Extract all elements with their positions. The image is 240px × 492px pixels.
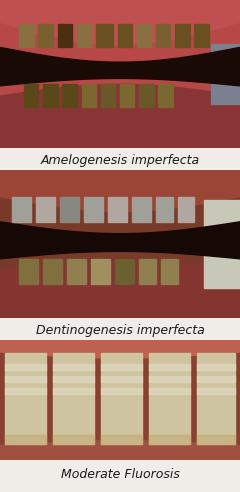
Bar [197,435,235,444]
Bar [53,353,94,444]
Bar [101,364,142,370]
Bar [194,24,209,47]
Bar [96,24,113,47]
Text: Amelogenesis imperfecta: Amelogenesis imperfecta [40,154,200,167]
Bar [139,84,154,107]
Bar [156,197,173,222]
Bar [139,259,156,284]
Bar [175,24,190,47]
Bar [149,364,190,370]
Bar [156,24,170,47]
Bar [118,24,132,47]
Bar [161,259,178,284]
Bar [5,435,46,444]
Bar [197,388,235,394]
Bar [149,435,190,444]
Bar [197,353,235,444]
Bar [149,353,190,444]
Bar [36,197,55,222]
Bar [149,376,190,382]
Bar [149,388,190,394]
Bar [38,24,53,47]
Bar [197,376,235,382]
Bar [91,259,110,284]
Bar [82,84,96,107]
Bar [19,259,38,284]
Text: Moderate Fluorosis: Moderate Fluorosis [60,468,180,481]
Bar [53,376,94,382]
Bar [5,376,46,382]
Bar [12,197,31,222]
Bar [178,197,194,222]
Bar [5,353,46,444]
Bar [115,259,134,284]
Bar [84,197,103,222]
Bar [58,24,72,47]
Bar [19,24,34,47]
Bar [101,84,115,107]
Bar [204,200,240,288]
Bar [120,84,134,107]
Bar [53,388,94,394]
Bar [132,197,151,222]
Bar [101,376,142,382]
Bar [53,435,94,444]
Bar [67,259,86,284]
Bar [101,435,142,444]
Bar [158,84,173,107]
Bar [101,388,142,394]
Bar [211,44,240,104]
Text: Dentinogenesis imperfecta: Dentinogenesis imperfecta [36,324,204,337]
Bar [5,388,46,394]
Bar [108,197,127,222]
Bar [53,364,94,370]
Bar [62,84,77,107]
Bar [137,24,151,47]
Bar [77,24,91,47]
Bar [43,84,58,107]
Bar [101,353,142,444]
Bar [24,84,38,107]
Bar [43,259,62,284]
Bar [5,364,46,370]
Bar [60,197,79,222]
Bar [197,364,235,370]
